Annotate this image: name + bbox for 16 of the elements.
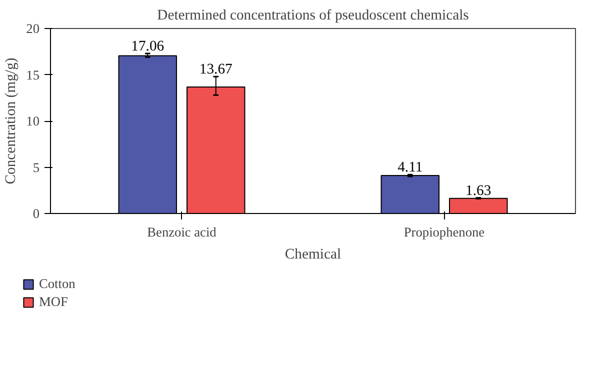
y-tick-label: 0 bbox=[32, 206, 40, 221]
x-tick-label: Propiophenone bbox=[404, 224, 485, 240]
chart-title: Determined concentrations of pseudoscent chemicals bbox=[157, 8, 470, 24]
y-tick-label: 20 bbox=[26, 21, 40, 36]
y-tick-label: 15 bbox=[26, 67, 40, 82]
legend-label: Cotton bbox=[39, 276, 76, 292]
x-axis-title: Chemical bbox=[284, 246, 342, 262]
y-tick-label: 10 bbox=[26, 114, 40, 128]
x-tick-label: Benzoic acid bbox=[147, 224, 217, 240]
y-tick-label: 5 bbox=[32, 160, 40, 175]
data-label: 17.06 bbox=[131, 38, 164, 54]
y-axis-title: Concentration (mg/g) bbox=[3, 58, 20, 184]
data-label: 4.11 bbox=[398, 160, 423, 176]
legend-label: MOF bbox=[39, 294, 68, 310]
data-label: 13.67 bbox=[199, 62, 232, 78]
data-label: 1.63 bbox=[466, 182, 492, 199]
